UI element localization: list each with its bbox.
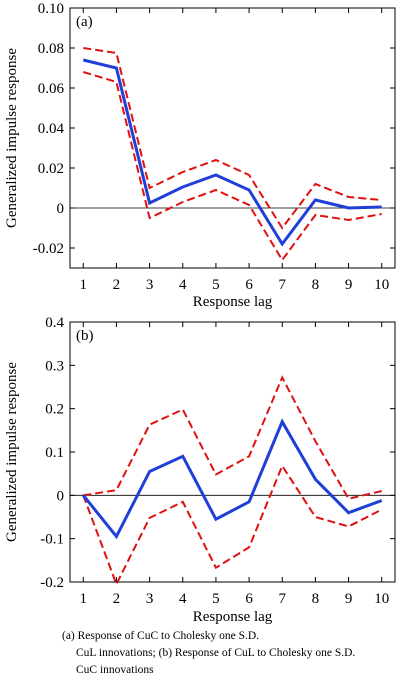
plot-frame (69, 7, 396, 269)
series-line-upper-band (83, 47, 382, 230)
y-tick-label: 0.08 (38, 41, 64, 57)
x-tick-label: 3 (146, 277, 154, 293)
x-tick-label: 9 (345, 277, 353, 293)
x-tick-label: 6 (245, 277, 253, 293)
y-tick-label: 0.4 (45, 315, 64, 331)
x-tick-label: 7 (278, 277, 286, 293)
x-tick-label: 3 (146, 591, 154, 607)
x-tick-label: 8 (312, 591, 320, 607)
y-axis-label: Generalized impulse response (4, 48, 20, 228)
x-tick-label: 2 (113, 591, 121, 607)
caption-text-3: CuC innovations (76, 664, 154, 676)
y-tick-label: 0 (57, 488, 65, 504)
x-tick-label: 4 (179, 277, 187, 293)
series-line-response (82, 418, 383, 540)
y-tick-label: -0.02 (33, 241, 64, 257)
y-tick-label: 0 (57, 201, 65, 217)
series-line-response (82, 58, 382, 247)
y-tick-label: -0.1 (40, 532, 64, 548)
x-tick-label: 8 (312, 277, 320, 293)
x-tick-label: 5 (212, 591, 220, 607)
x-tick-label: 1 (80, 277, 88, 293)
x-tick-label: 9 (345, 591, 353, 607)
figure-caption-line-2: CuL innovations; (b) Response of CuL to … (0, 645, 400, 661)
y-axis-label: Generalized impulse response (4, 362, 20, 542)
x-tick-label: 5 (212, 277, 220, 293)
x-tick-label: 6 (245, 591, 253, 607)
y-tick-label: 0.10 (38, 1, 64, 17)
caption-text-2: CuL innovations; (b) Response of CuL to … (76, 647, 356, 659)
y-tick-label: 0.06 (38, 81, 65, 97)
y-tick-label: 0.1 (45, 445, 64, 461)
figure-caption-line-1: (a) Response of CuC to Cholesky one S.D. (0, 628, 400, 644)
chart-panel-b: -0.2 -0.1 0 0.1 0.2 0.3 0.4 1 2 3 4 5 6 7 8 9 10 (b) Respo… (4, 315, 396, 625)
series-line-lower-band (82, 463, 383, 587)
x-tick-label: 2 (113, 277, 121, 293)
y-tick-label: 0.2 (45, 402, 64, 418)
x-tick-label: 4 (179, 591, 187, 607)
x-axis-label: Response lag (193, 294, 273, 310)
caption-text-1: (a) Response of CuC to Cholesky one S.D. (62, 630, 260, 642)
x-tick-label: 10 (374, 591, 389, 607)
x-tick-label: 1 (80, 591, 88, 607)
x-tick-label: 10 (374, 277, 389, 293)
x-axis-label: Response lag (193, 609, 273, 625)
panel-label: (b) (76, 328, 94, 344)
y-tick-label: 0.04 (38, 121, 65, 137)
figure-caption-line-3: CuC innovations (0, 662, 400, 678)
series-line-lower-band (83, 71, 382, 262)
series-line-upper-band (83, 375, 382, 500)
y-tick-label: 0.3 (45, 358, 64, 374)
y-tick-label: -0.2 (40, 575, 64, 591)
panel-label: (a) (76, 14, 93, 30)
plot-frame (69, 321, 396, 583)
chart-panel-a: -0.02 0 0.02 0.04 0.06 0.08 0.10 1 2 3 4 5 6 7 8 9 10 (a)… (4, 1, 396, 310)
x-tick-label: 7 (278, 591, 286, 607)
y-tick-label: 0.02 (38, 161, 64, 177)
